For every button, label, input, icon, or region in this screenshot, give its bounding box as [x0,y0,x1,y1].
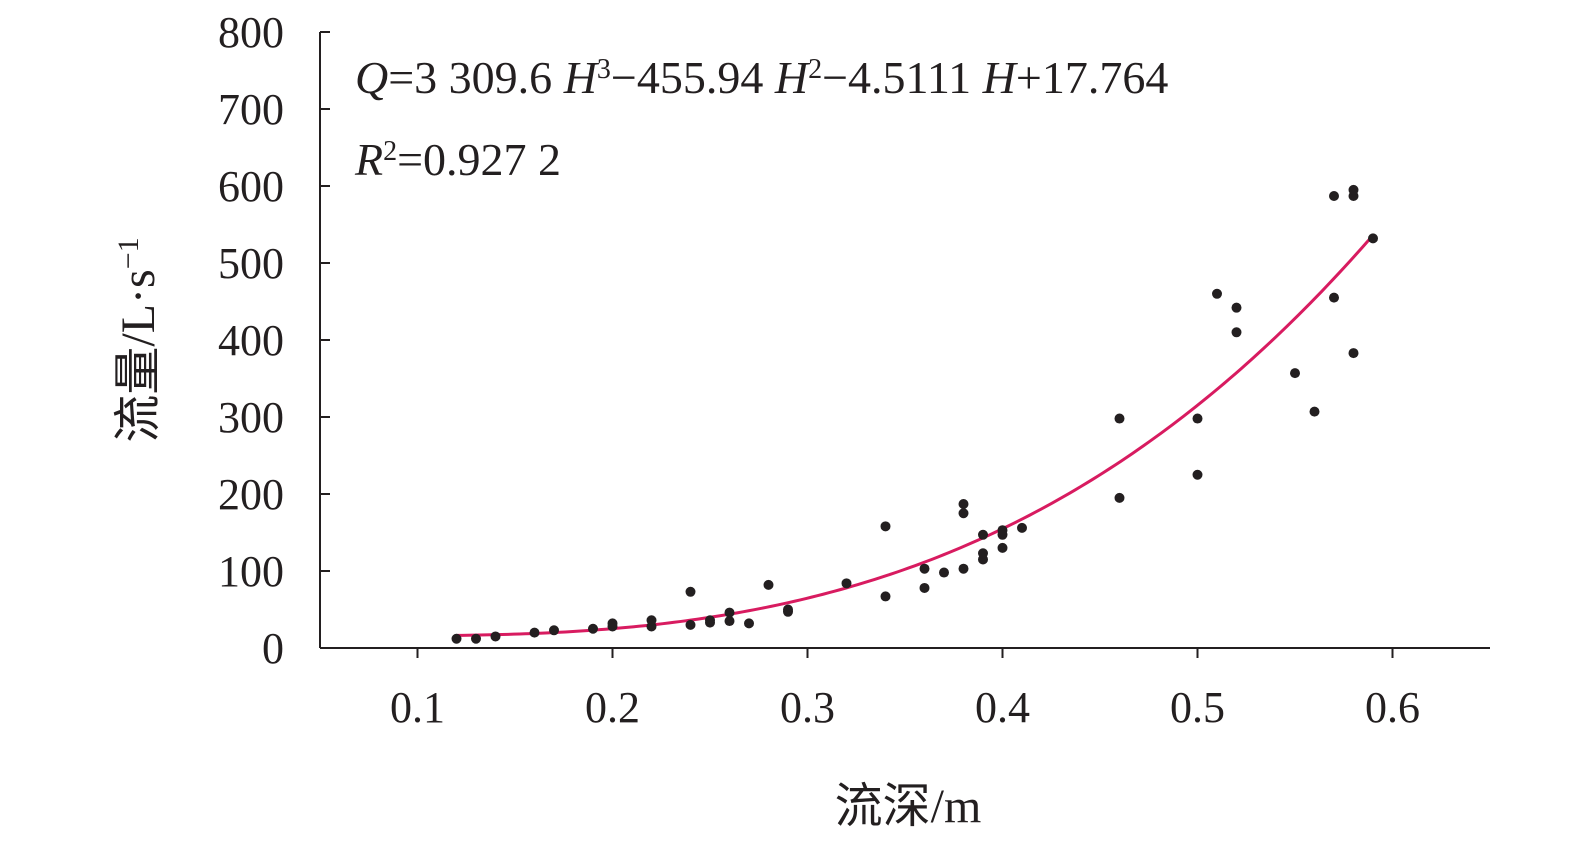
data-point [1114,492,1125,503]
r-squared: R2=0.927 2 [354,134,561,185]
data-point [1231,302,1242,313]
x-tick-label: 0.2 [585,683,640,732]
data-point [919,563,930,574]
y-tick-label: 700 [218,85,284,134]
data-point [471,633,481,644]
eq-tail: +17.764 [1016,52,1168,103]
data-points-layer [451,184,1378,644]
eq-sup-1: 3 [597,54,611,85]
eq-q: Q [355,52,388,103]
data-point [1348,348,1359,359]
y-axis-ticks: 0 100 200 300 400 500 600 700 800 [218,8,330,673]
data-point [1329,191,1339,202]
data-point [880,521,891,532]
data-point [958,563,969,574]
data-point [1231,327,1242,338]
y-tick-label: 100 [218,547,284,596]
eq-part-3: −4.5111 [822,52,983,103]
data-point [1309,406,1320,417]
data-point [1192,413,1203,424]
data-point [451,633,462,644]
y-axis-title-main: 流量/L·s [112,269,165,442]
x-axis-title: 流深/m [835,780,982,833]
data-point [1212,288,1222,299]
x-tick-label: 0.3 [780,683,835,732]
data-point [607,618,618,629]
y-axis-title-sup: −1 [112,237,145,269]
data-point [1017,522,1027,533]
fit-curve [456,234,1375,637]
data-point [1348,184,1359,195]
data-point [997,542,1008,553]
data-point [588,623,598,634]
eq-h3: H [982,52,1019,103]
data-point [1329,292,1339,303]
y-axis-title: 流量/L·s−1 [112,237,166,442]
y-tick-label: 400 [218,316,284,365]
data-point [744,618,754,629]
y-tick-label: 0 [262,624,284,673]
data-point [529,627,540,638]
data-point [841,578,852,589]
y-tick-label: 300 [218,393,284,442]
fit-equation: Q=3 309.6 H3−455.94 H2−4.5111 H+17.764 [355,52,1168,103]
y-tick-label: 500 [218,239,284,288]
eq-sup-2: 2 [808,54,822,85]
data-point [997,525,1008,536]
data-point [1192,469,1203,480]
data-point [958,499,969,510]
fit-curve-layer [456,234,1375,637]
data-point [646,615,657,626]
data-point [1290,368,1300,379]
data-point [939,567,949,578]
r-value: =0.927 2 [397,134,561,185]
x-tick-label: 0.5 [1170,683,1225,732]
data-point [705,615,715,626]
data-point [685,619,696,630]
eq-h2: H [774,52,811,103]
data-point [783,604,793,615]
data-point [978,529,988,540]
data-point [880,591,891,602]
data-point [724,607,735,618]
eq-part-2: −455.94 [611,52,775,103]
data-point [685,586,696,597]
data-point [549,625,559,636]
r-sup: 2 [383,136,397,167]
y-tick-label: 600 [218,162,284,211]
data-point [919,582,930,593]
x-tick-label: 0.6 [1365,683,1420,732]
y-tick-label: 200 [218,470,284,519]
y-tick-label: 800 [218,8,284,57]
data-point [490,631,501,642]
data-point [724,616,735,627]
x-tick-label: 0.4 [975,683,1030,732]
data-point [763,579,774,590]
eq-part-1: =3 309.6 [388,52,563,103]
r-symbol: R [354,134,383,185]
data-point [978,548,988,559]
eq-h1: H [563,52,600,103]
x-tick-label: 0.1 [390,683,445,732]
data-point [958,508,969,519]
x-axis-ticks: 0.1 0.2 0.3 0.4 0.5 0.6 [390,648,1420,732]
data-point [1114,413,1125,424]
data-point [1368,233,1378,244]
